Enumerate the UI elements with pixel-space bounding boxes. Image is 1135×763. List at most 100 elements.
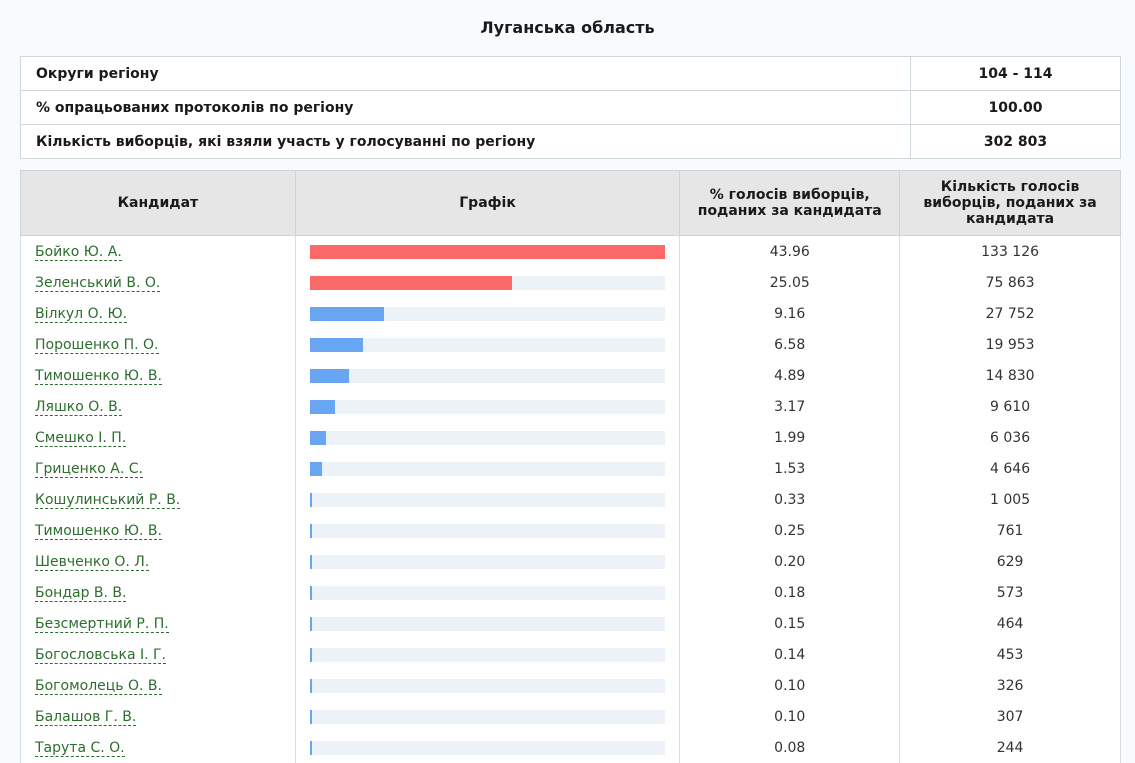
summary-label: % опрацьованих протоколів по регіону <box>21 91 911 125</box>
chart-cell <box>295 670 680 701</box>
summary-label: Округи регіону <box>21 57 911 91</box>
chart-cell <box>295 546 680 577</box>
chart-cell <box>295 732 680 763</box>
percent-cell: 9.16 <box>680 298 900 329</box>
percent-cell: 0.10 <box>680 701 900 732</box>
bar-track <box>310 710 666 724</box>
votes-cell: 1 005 <box>900 484 1121 515</box>
candidate-cell: Смешко І. П. <box>21 422 296 453</box>
vote-share-bar <box>310 462 322 476</box>
vote-share-bar <box>310 741 312 755</box>
candidate-cell: Тимошенко Ю. В. <box>21 360 296 391</box>
candidate-cell: Бондар В. В. <box>21 577 296 608</box>
candidate-cell: Тимошенко Ю. В. <box>21 515 296 546</box>
candidate-link[interactable]: Шевченко О. Л. <box>35 554 149 571</box>
summary-row-districts: Округи регіону 104 - 114 <box>21 57 1121 91</box>
candidate-link[interactable]: Богословська І. Г. <box>35 647 166 664</box>
vote-share-bar <box>310 524 312 538</box>
candidate-link[interactable]: Бондар В. В. <box>35 585 126 602</box>
vote-share-bar <box>310 338 363 352</box>
candidate-link[interactable]: Вілкул О. Ю. <box>35 306 127 323</box>
candidate-cell: Порошенко П. О. <box>21 329 296 360</box>
page-title: Луганська область <box>0 18 1135 37</box>
votes-cell: 4 646 <box>900 453 1121 484</box>
bar-track <box>310 741 666 755</box>
candidate-link[interactable]: Тарута С. О. <box>35 740 125 757</box>
candidate-link[interactable]: Богомолець О. В. <box>35 678 162 695</box>
candidate-link[interactable]: Смешко І. П. <box>35 430 126 447</box>
candidate-link[interactable]: Гриценко А. С. <box>35 461 143 478</box>
summary-row-protocols: % опрацьованих протоколів по регіону 100… <box>21 91 1121 125</box>
chart-cell <box>295 453 680 484</box>
votes-cell: 133 126 <box>900 236 1121 268</box>
votes-cell: 75 863 <box>900 267 1121 298</box>
header-votes[interactable]: Кількість голосів виборців, поданих за к… <box>900 171 1121 236</box>
bar-track <box>310 679 666 693</box>
candidate-link[interactable]: Зеленський В. О. <box>35 275 160 292</box>
candidate-cell: Кошулинський Р. В. <box>21 484 296 515</box>
candidate-cell: Богомолець О. В. <box>21 670 296 701</box>
header-candidate[interactable]: Кандидат <box>21 171 296 236</box>
votes-cell: 244 <box>900 732 1121 763</box>
candidate-link[interactable]: Тимошенко Ю. В. <box>35 368 162 385</box>
bar-track <box>310 555 666 569</box>
candidate-link[interactable]: Ляшко О. В. <box>35 399 122 416</box>
bar-track <box>310 369 666 383</box>
bar-track <box>310 245 666 259</box>
candidate-link[interactable]: Безсмертний Р. П. <box>35 616 169 633</box>
summary-value: 100.00 <box>911 91 1121 125</box>
vote-share-bar <box>310 710 312 724</box>
percent-cell: 0.18 <box>680 577 900 608</box>
candidate-cell: Богословська І. Г. <box>21 639 296 670</box>
vote-share-bar <box>310 679 312 693</box>
vote-share-bar <box>310 369 350 383</box>
votes-cell: 19 953 <box>900 329 1121 360</box>
bar-track <box>310 400 666 414</box>
vote-share-bar <box>310 586 312 600</box>
candidate-link[interactable]: Кошулинський Р. В. <box>35 492 180 509</box>
chart-cell <box>295 577 680 608</box>
percent-cell: 0.20 <box>680 546 900 577</box>
bar-track <box>310 338 666 352</box>
candidate-link[interactable]: Тимошенко Ю. В. <box>35 523 162 540</box>
votes-cell: 629 <box>900 546 1121 577</box>
candidate-cell: Вілкул О. Ю. <box>21 298 296 329</box>
candidate-cell: Тарута С. О. <box>21 732 296 763</box>
percent-cell: 0.14 <box>680 639 900 670</box>
percent-cell: 0.10 <box>680 670 900 701</box>
region-summary-table: Округи регіону 104 - 114 % опрацьованих … <box>20 56 1121 159</box>
bar-track <box>310 276 666 290</box>
percent-cell: 3.17 <box>680 391 900 422</box>
chart-cell <box>295 639 680 670</box>
chart-cell <box>295 701 680 732</box>
candidate-cell: Бойко Ю. А. <box>21 236 296 268</box>
vote-share-bar <box>310 648 312 662</box>
candidate-link[interactable]: Балашов Г. В. <box>35 709 136 726</box>
chart-cell <box>295 484 680 515</box>
bar-track <box>310 493 666 507</box>
chart-cell <box>295 236 680 268</box>
header-percent[interactable]: % голосів виборців, поданих за кандидата <box>680 171 900 236</box>
chart-cell <box>295 360 680 391</box>
chart-cell <box>295 329 680 360</box>
bar-track <box>310 586 666 600</box>
bar-track <box>310 524 666 538</box>
percent-cell: 25.05 <box>680 267 900 298</box>
candidate-link[interactable]: Порошенко П. О. <box>35 337 159 354</box>
votes-cell: 27 752 <box>900 298 1121 329</box>
candidate-link[interactable]: Бойко Ю. А. <box>35 244 122 261</box>
vote-share-bar <box>310 307 384 321</box>
bar-track <box>310 462 666 476</box>
votes-cell: 761 <box>900 515 1121 546</box>
